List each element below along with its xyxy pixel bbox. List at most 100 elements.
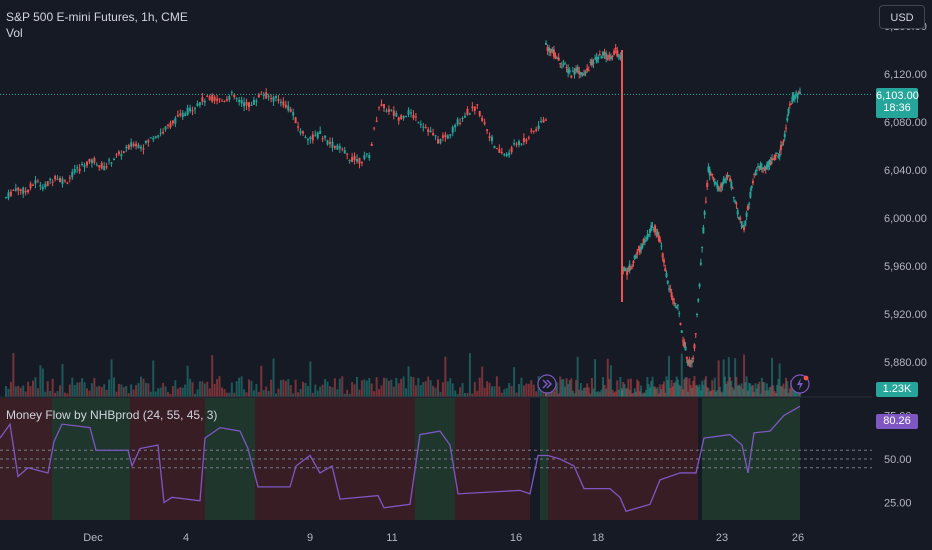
- volume-bar: [767, 390, 770, 397]
- volume-bar: [600, 389, 603, 397]
- volume-bar: [532, 384, 535, 397]
- volume-bar: [665, 376, 668, 397]
- candle-body: [338, 146, 341, 149]
- candle-body: [721, 182, 724, 187]
- candle-body: [513, 143, 516, 145]
- candle-body: [410, 112, 412, 114]
- volume-bar: [292, 393, 295, 397]
- volume-bar: [164, 386, 167, 397]
- candle-body: [98, 165, 101, 168]
- candle-body: [454, 125, 457, 128]
- candle-body: [412, 114, 415, 118]
- volume-bar: [191, 382, 194, 397]
- volume-bar: [660, 389, 663, 397]
- volume-bar: [730, 381, 733, 397]
- candle-body: [641, 244, 644, 248]
- volume-bar: [429, 380, 432, 397]
- volume-bar: [717, 360, 720, 397]
- volume-bar: [518, 383, 520, 397]
- candle-body: [717, 187, 720, 189]
- candle-body: [277, 99, 280, 101]
- candle-body: [395, 113, 398, 117]
- price-axis-tick-label: 5,880.00: [884, 357, 927, 369]
- volume-bar: [17, 385, 20, 397]
- candle-body: [316, 132, 319, 139]
- candle-body: [498, 148, 501, 153]
- candle-body: [71, 171, 74, 178]
- volume-bar: [668, 355, 671, 397]
- candle-body: [619, 56, 622, 59]
- volume-bar: [575, 379, 578, 397]
- candle-body: [586, 68, 589, 71]
- candle-body: [758, 168, 761, 170]
- candle-body: [68, 177, 71, 179]
- volume-bar: [272, 358, 275, 397]
- volume-bar: [682, 389, 685, 397]
- volume-bar: [390, 379, 393, 397]
- volume-bar: [181, 387, 184, 397]
- candle-body: [353, 155, 356, 161]
- candle-body: [629, 268, 632, 270]
- candle-body: [392, 110, 395, 116]
- volume-bar: [602, 377, 604, 397]
- volume-bar: [491, 386, 493, 397]
- candle-body: [159, 132, 162, 134]
- candle-body: [715, 183, 718, 185]
- lightning-icon[interactable]: [790, 374, 810, 394]
- volume-bar: [319, 386, 322, 397]
- candle-body: [76, 167, 79, 169]
- candle-body: [793, 95, 796, 100]
- candle-body: [402, 115, 405, 119]
- candle-body: [326, 140, 329, 145]
- candle-body: [597, 56, 600, 60]
- price-axis-tick-label: 5,920.00: [884, 309, 927, 321]
- volume-bar: [739, 385, 742, 397]
- candle-body: [707, 166, 710, 172]
- volume-bar: [299, 388, 302, 397]
- volume-bar: [314, 384, 317, 397]
- volume-bar: [694, 385, 697, 397]
- candle-body: [740, 225, 743, 227]
- fast-forward-icon[interactable]: [537, 374, 557, 394]
- volume-bar: [570, 378, 573, 397]
- volume-bar: [451, 383, 454, 397]
- currency-button[interactable]: USD: [879, 5, 925, 29]
- volume-bar: [725, 383, 728, 397]
- candle-body: [589, 61, 592, 63]
- candle-body: [135, 143, 138, 147]
- candle-body: [100, 162, 103, 169]
- candle-body: [542, 119, 545, 123]
- candle-body: [675, 307, 678, 309]
- volume-bar: [304, 382, 307, 397]
- volume-bar: [655, 388, 658, 397]
- candle-body: [734, 201, 737, 203]
- candle-body: [481, 117, 484, 121]
- volume-bar: [579, 382, 582, 397]
- candle-body: [718, 188, 721, 191]
- volume-bar: [373, 391, 376, 397]
- volume-bar: [670, 380, 673, 397]
- candle-body: [252, 99, 255, 105]
- candle-body: [441, 135, 444, 138]
- volume-bar: [162, 382, 165, 397]
- candle-body: [437, 139, 439, 144]
- volume-bar: [98, 385, 101, 397]
- candle-body: [690, 360, 693, 363]
- volume-bar: [554, 385, 557, 397]
- volume-bar: [169, 393, 172, 397]
- candle-body: [637, 249, 640, 251]
- candle-body: [626, 270, 629, 276]
- volume-bar: [115, 391, 118, 397]
- candle-body: [520, 143, 523, 145]
- volume-bar: [576, 356, 579, 397]
- candle-body: [505, 153, 508, 157]
- candle-body: [771, 158, 774, 161]
- volume-bar: [587, 387, 590, 397]
- candle-body: [788, 104, 791, 106]
- volume-bar: [776, 384, 779, 397]
- candle-body: [282, 101, 285, 106]
- candle-body: [297, 126, 300, 128]
- volume-bar: [336, 389, 339, 397]
- candle-body: [606, 57, 609, 60]
- candle-body: [660, 245, 663, 247]
